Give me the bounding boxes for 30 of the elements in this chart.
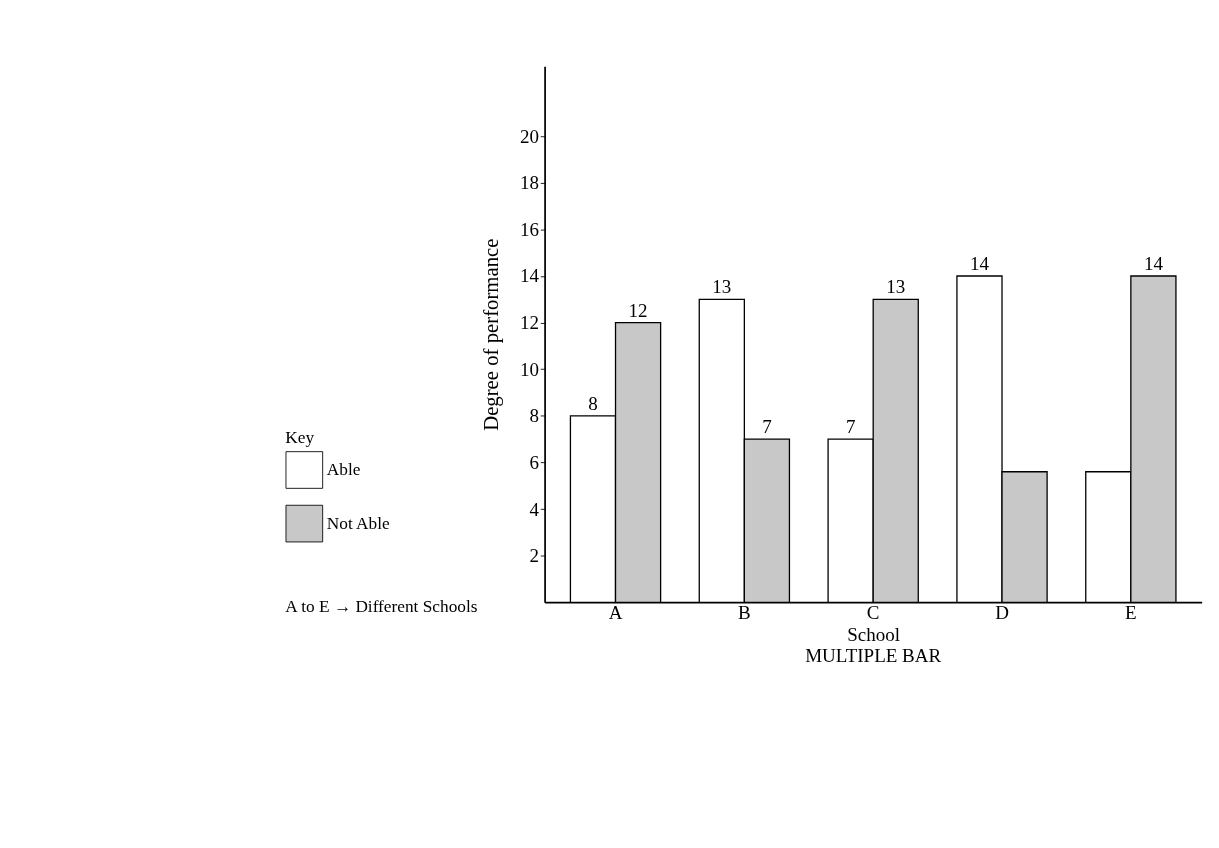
y-tick-label: 14 xyxy=(520,265,540,287)
data-label: 7 xyxy=(762,416,772,438)
y-tick-label: 2 xyxy=(529,545,540,567)
x-tick-label: E xyxy=(1125,602,1137,624)
x-tick-label: C xyxy=(866,602,880,624)
x-tick-label: A xyxy=(608,602,623,624)
y-tick-label: 6 xyxy=(529,451,540,473)
data-label: 14 xyxy=(969,252,990,274)
y-tick-label: 4 xyxy=(529,498,540,520)
text: A to E → Different Schools xyxy=(285,596,478,616)
y-axis-title: Degree of performance xyxy=(480,238,504,431)
data-label: 7 xyxy=(845,416,856,438)
legend-label: Able xyxy=(326,460,361,480)
data-label: 12 xyxy=(628,299,648,321)
text: MULTIPLE BAR xyxy=(805,644,942,666)
y-tick-label: 18 xyxy=(520,172,540,194)
data-label: 13 xyxy=(886,276,906,298)
legend-title: Key xyxy=(285,428,315,448)
y-tick-label: 12 xyxy=(520,312,540,334)
y-tick-label: 20 xyxy=(520,125,540,147)
data-label: 14 xyxy=(1143,252,1164,274)
data-label: 8 xyxy=(588,392,598,414)
legend-label: Not Able xyxy=(326,513,391,533)
x-tick-label: B xyxy=(738,602,751,624)
y-tick-label: 16 xyxy=(520,218,540,240)
x-axis-title: School xyxy=(847,623,901,645)
y-tick-label: 10 xyxy=(520,358,540,380)
x-tick-label: D xyxy=(995,602,1009,624)
data-label: 13 xyxy=(712,276,732,298)
y-tick-label: 8 xyxy=(529,405,540,427)
